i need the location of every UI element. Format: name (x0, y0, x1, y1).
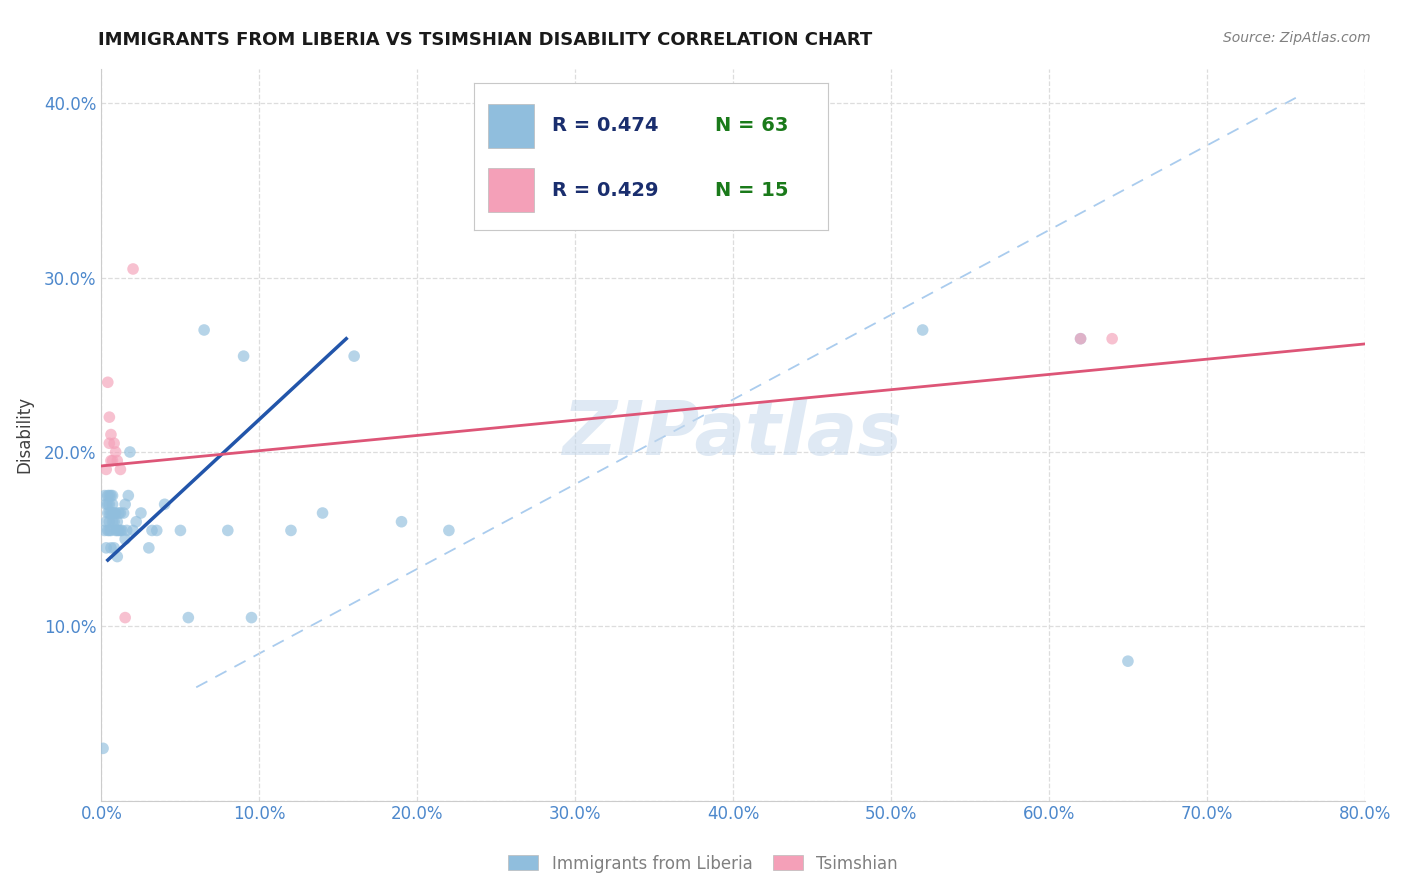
Point (100, 427, 122, 442)
Point (98, 497, 121, 511)
Point (98, 489, 121, 503)
Point (105, 515, 128, 529)
Point (98, 506, 121, 520)
Point (104, 445, 127, 459)
Point (118, 445, 141, 459)
Legend: Immigrants from Liberia, Tsimshian: Immigrants from Liberia, Tsimshian (502, 848, 904, 880)
Point (169, 524, 191, 538)
Text: ZIPatlas: ZIPatlas (564, 398, 903, 471)
Point (1101, 332, 1123, 346)
Point (138, 541, 160, 555)
Point (111, 524, 134, 538)
Point (115, 524, 138, 538)
Point (100, 524, 122, 538)
Point (100, 489, 122, 503)
Point (103, 515, 125, 529)
Y-axis label: Disability: Disability (15, 396, 32, 473)
Point (100, 506, 122, 520)
Point (129, 506, 152, 520)
Point (105, 524, 128, 538)
Point (122, 524, 145, 538)
Point (91, 741, 114, 756)
Point (122, 262, 145, 277)
Point (110, 506, 132, 520)
Point (1070, 332, 1092, 346)
Point (97, 506, 120, 520)
Point (103, 541, 125, 555)
Point (114, 610, 136, 624)
Point (104, 506, 127, 520)
Point (1070, 332, 1092, 346)
Point (105, 549, 128, 564)
Point (232, 349, 254, 363)
Point (96, 515, 118, 529)
Point (141, 524, 163, 538)
Point (153, 497, 176, 511)
Point (105, 453, 128, 467)
Point (96, 497, 118, 511)
Point (98, 410, 121, 425)
Point (100, 453, 122, 467)
Point (311, 506, 333, 520)
Point (117, 489, 139, 503)
Point (911, 323, 934, 337)
Point (97, 497, 120, 511)
Point (97, 524, 120, 538)
Point (103, 436, 125, 450)
Point (114, 532, 136, 546)
Point (96, 541, 118, 555)
Point (177, 610, 200, 624)
Point (110, 462, 132, 476)
Point (98, 524, 121, 538)
Point (97, 489, 120, 503)
Point (437, 524, 460, 538)
Point (93, 489, 115, 503)
Point (100, 541, 122, 555)
Point (110, 524, 132, 538)
Text: Source: ZipAtlas.com: Source: ZipAtlas.com (1223, 31, 1371, 45)
Point (125, 515, 148, 529)
Point (101, 506, 124, 520)
Point (101, 497, 124, 511)
Point (343, 349, 366, 363)
Point (145, 524, 167, 538)
Point (391, 515, 413, 529)
Point (98, 515, 121, 529)
Point (101, 453, 124, 467)
Point (193, 323, 215, 337)
Point (108, 506, 131, 520)
Text: IMMIGRANTS FROM LIBERIA VS TSIMSHIAN DISABILITY CORRELATION CHART: IMMIGRANTS FROM LIBERIA VS TSIMSHIAN DIS… (98, 31, 873, 49)
Point (97, 376, 120, 390)
Point (103, 506, 125, 520)
Point (114, 497, 136, 511)
Point (108, 524, 131, 538)
Point (240, 610, 263, 624)
Point (101, 489, 124, 503)
Point (1116, 654, 1139, 668)
Point (96, 462, 118, 476)
Point (93, 524, 115, 538)
Point (280, 524, 302, 538)
Point (101, 515, 124, 529)
Point (104, 524, 127, 538)
Point (112, 506, 135, 520)
Point (98, 436, 121, 450)
Point (217, 524, 239, 538)
